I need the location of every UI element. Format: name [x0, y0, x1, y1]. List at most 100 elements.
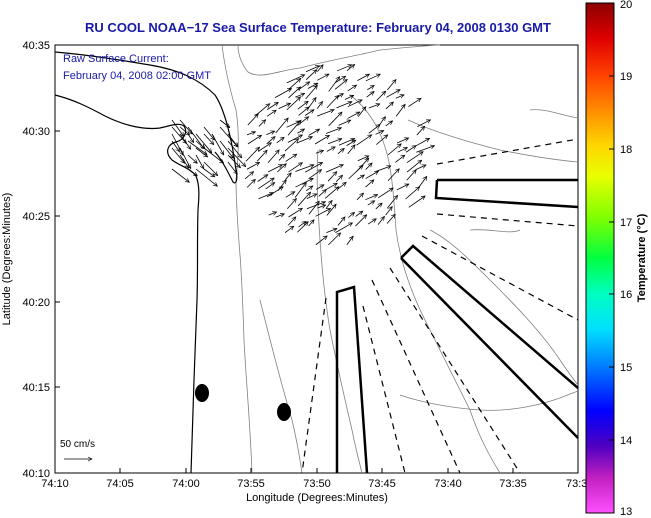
- y-tick-label: 40:15: [22, 382, 50, 394]
- current-vector: [246, 179, 255, 188]
- current-vector: [284, 173, 291, 180]
- x-axis-ticks: [54, 468, 514, 473]
- current-vector: [244, 172, 254, 180]
- current-vector: [357, 73, 369, 81]
- current-vector: [288, 208, 303, 218]
- current-vector: [365, 163, 372, 170]
- y-tick-label: 40:20: [22, 297, 50, 309]
- current-vector: [346, 236, 353, 246]
- y-tick-label: 40:35: [22, 40, 50, 52]
- current-vector: [203, 147, 224, 163]
- current-vector: [314, 135, 329, 145]
- current-vector: [246, 162, 260, 170]
- current-vector: [367, 201, 375, 206]
- current-vector: [179, 119, 192, 134]
- current-vector: [328, 139, 342, 145]
- current-vector: [286, 75, 305, 84]
- current-vector: [355, 211, 363, 217]
- current-vector: [365, 171, 379, 179]
- colorbar-tick-label: 20: [620, 0, 632, 11]
- current-vector: [337, 148, 344, 155]
- current-vector: [247, 135, 262, 145]
- current-vector: [337, 217, 345, 226]
- current-vector: [338, 120, 351, 126]
- current-vector: [288, 163, 302, 173]
- current-vector: [376, 135, 387, 145]
- x-tick-label: 73:55: [237, 478, 265, 490]
- current-vector: [377, 216, 384, 225]
- current-vector: [396, 138, 409, 144]
- current-vector: [357, 107, 366, 117]
- current-vector: [227, 140, 242, 158]
- current-vector: [256, 150, 267, 162]
- current-vector: [317, 205, 325, 208]
- current-vector: [297, 129, 304, 134]
- y-tick-label: 40:25: [22, 211, 50, 223]
- current-vector: [187, 168, 197, 176]
- current-vector: [347, 111, 360, 119]
- current-vector: [258, 143, 271, 152]
- current-vector: [297, 101, 308, 110]
- current-vector: [336, 102, 351, 109]
- current-vector: [305, 70, 317, 80]
- current-vector: [335, 175, 342, 183]
- current-vector: [335, 76, 345, 84]
- current-vector: [385, 121, 393, 127]
- current-vector: [179, 154, 189, 168]
- current-label: Raw Surface Current:: [63, 53, 169, 65]
- current-vector: [288, 78, 301, 90]
- current-vector: [335, 223, 352, 233]
- current-vector: [408, 196, 425, 208]
- current-vector: [287, 120, 301, 136]
- current-vector: [288, 87, 300, 99]
- current-vector: [368, 104, 380, 109]
- current-vector: [287, 217, 296, 226]
- current-vector: [385, 207, 393, 216]
- current-vector: [296, 137, 313, 144]
- current-vector: [195, 140, 205, 149]
- current-vector: [298, 107, 309, 116]
- coastline: [54, 51, 238, 474]
- colorbar-tick-label: 16: [620, 289, 632, 301]
- current-vector: [285, 192, 295, 198]
- x-tick-label: 73:3: [566, 478, 587, 490]
- current-vector: [294, 183, 306, 198]
- current-vector: [368, 124, 380, 134]
- current-vector: [305, 186, 313, 192]
- current-vector: [395, 155, 404, 163]
- x-axis-label: Longitude (Degrees:Minutes): [246, 492, 388, 504]
- current-vector: [179, 133, 191, 149]
- current-vector: [297, 222, 308, 233]
- x-tick-label: 73:50: [303, 478, 331, 490]
- colorbar-tick-label: 17: [620, 217, 632, 229]
- current-vector: [348, 165, 363, 180]
- current-vector: [171, 147, 185, 163]
- current-vector: [315, 150, 324, 153]
- current-vector: [203, 168, 215, 177]
- current-vector: [415, 138, 430, 147]
- current-vector: [355, 215, 366, 227]
- current-vector: [375, 166, 391, 172]
- x-tick-label: 74:10: [41, 478, 69, 490]
- current-vector: [318, 189, 327, 197]
- current-vector: [267, 150, 279, 164]
- current-vector: [408, 98, 421, 108]
- current-vector: [305, 162, 322, 173]
- current-vector: [285, 154, 297, 162]
- current-vector: [266, 102, 278, 110]
- current-vector: [326, 229, 337, 233]
- current-vector: [211, 133, 224, 155]
- current-vector: [257, 175, 268, 182]
- current-vector: [387, 144, 401, 156]
- current-vector: [328, 77, 340, 92]
- current-vector: [396, 183, 409, 191]
- current-vector: [315, 208, 331, 217]
- current-vector: [386, 214, 395, 224]
- current-vector: [284, 226, 294, 233]
- current-vector: [267, 164, 282, 173]
- current-vector: [308, 170, 322, 179]
- current-vector: [245, 147, 260, 162]
- current-vector: [266, 110, 276, 117]
- current-vector: [405, 146, 416, 153]
